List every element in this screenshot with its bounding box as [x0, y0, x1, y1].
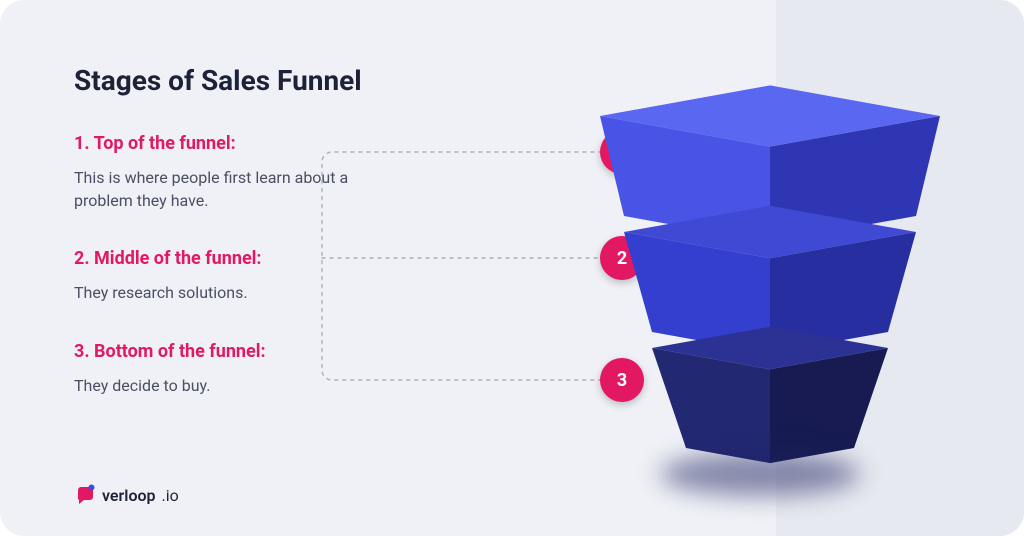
stage-2-heading: 2. Middle of the funnel:: [74, 248, 454, 269]
funnel-svg: [580, 60, 960, 490]
stage-num: 2.: [74, 248, 90, 269]
stage-2-body: They research solutions.: [74, 281, 364, 304]
page-title: Stages of Sales Funnel: [74, 64, 454, 97]
stage-title: Middle of the funnel:: [94, 248, 261, 269]
stage-num: 1.: [74, 133, 90, 154]
stage-1-heading: 1. Top of the funnel:: [74, 133, 454, 154]
stage-title: Bottom of the funnel:: [94, 341, 266, 362]
stage-3: 3. Bottom of the funnel: They decide to …: [74, 341, 454, 397]
funnel-shadow: [660, 452, 860, 496]
stage-3-heading: 3. Bottom of the funnel:: [74, 341, 454, 362]
logo-text-main: verloop: [102, 486, 156, 505]
brand-logo: verloop .io: [74, 484, 179, 506]
infographic-card: Stages of Sales Funnel 1. Top of the fun…: [0, 0, 1024, 536]
logo-text-suffix: .io: [162, 486, 179, 505]
left-column: Stages of Sales Funnel 1. Top of the fun…: [74, 64, 454, 433]
stage-1-body: This is where people first learn about a…: [74, 166, 364, 212]
chat-bubble-icon: [74, 484, 96, 506]
stage-2: 2. Middle of the funnel: They research s…: [74, 248, 454, 304]
funnel-diagram: [580, 60, 960, 490]
stage-3-body: They decide to buy.: [74, 374, 364, 397]
stage-1: 1. Top of the funnel: This is where peop…: [74, 133, 454, 212]
stage-num: 3.: [74, 341, 90, 362]
stage-title: Top of the funnel:: [94, 133, 236, 154]
